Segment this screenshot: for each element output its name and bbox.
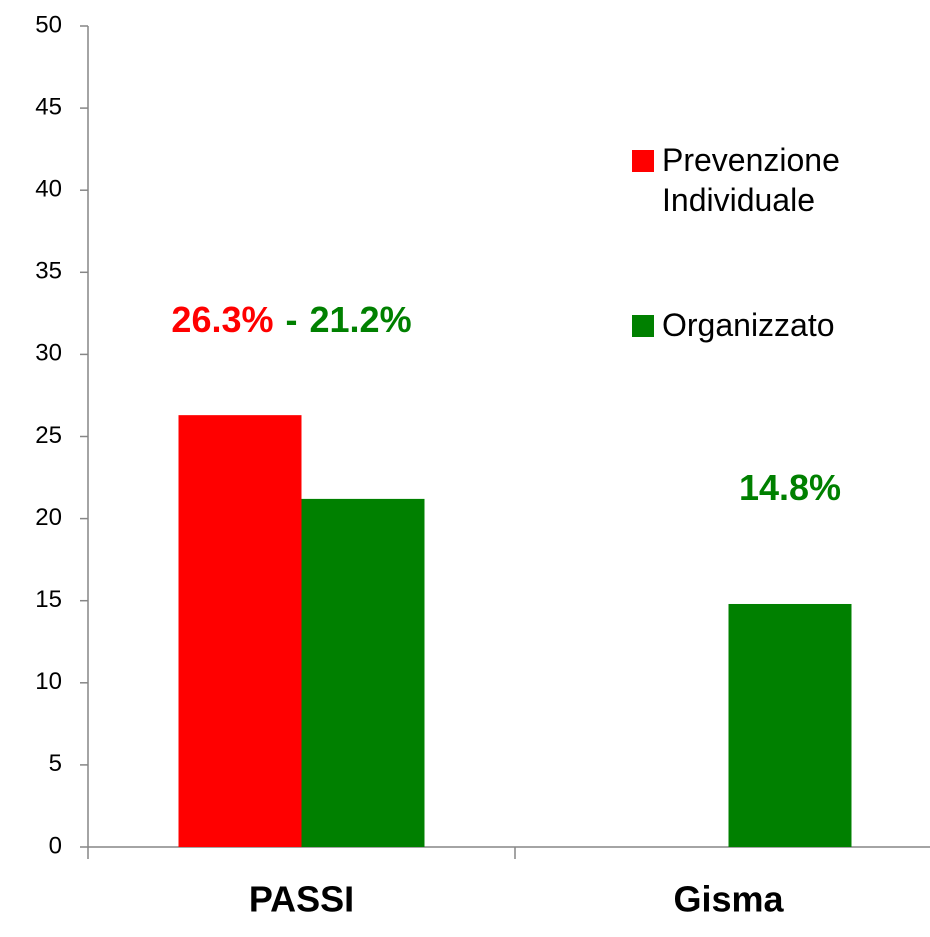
value-label-part: 21.2%: [310, 299, 412, 340]
value-label-part: 14.8%: [739, 466, 841, 507]
y-tick-label: 0: [49, 832, 62, 859]
bar: [178, 415, 302, 847]
legend-label: Organizzato: [662, 307, 835, 343]
y-tick-label: 45: [35, 93, 62, 120]
bar: [728, 603, 852, 847]
legend-item: Organizzato: [632, 305, 912, 345]
value-label: 14.8%: [739, 466, 841, 507]
legend-item: Prevenzione Individuale: [632, 140, 912, 220]
x-tick-label: Gisma: [673, 879, 784, 920]
label-separator: -: [286, 299, 298, 340]
y-tick-label: 35: [35, 258, 62, 285]
y-tick-label: 50: [35, 11, 62, 38]
y-tick-label: 25: [35, 422, 62, 449]
y-tick-label: 40: [35, 176, 62, 203]
legend-swatch: [632, 150, 654, 172]
legend-swatch: [632, 315, 654, 337]
legend: Prevenzione Individuale Organizzato: [632, 140, 912, 430]
bar: [301, 498, 425, 847]
y-tick-label: 10: [35, 668, 62, 695]
x-tick-label: PASSI: [249, 879, 354, 920]
y-tick-label: 15: [35, 586, 62, 613]
value-label: 26.3% -21.2%: [171, 299, 411, 340]
legend-label: Prevenzione Individuale: [662, 142, 840, 218]
y-tick-label: 5: [49, 750, 62, 777]
y-tick-label: 20: [35, 504, 62, 531]
y-tick-label: 30: [35, 340, 62, 367]
value-label-part: 26.3%: [171, 299, 273, 340]
